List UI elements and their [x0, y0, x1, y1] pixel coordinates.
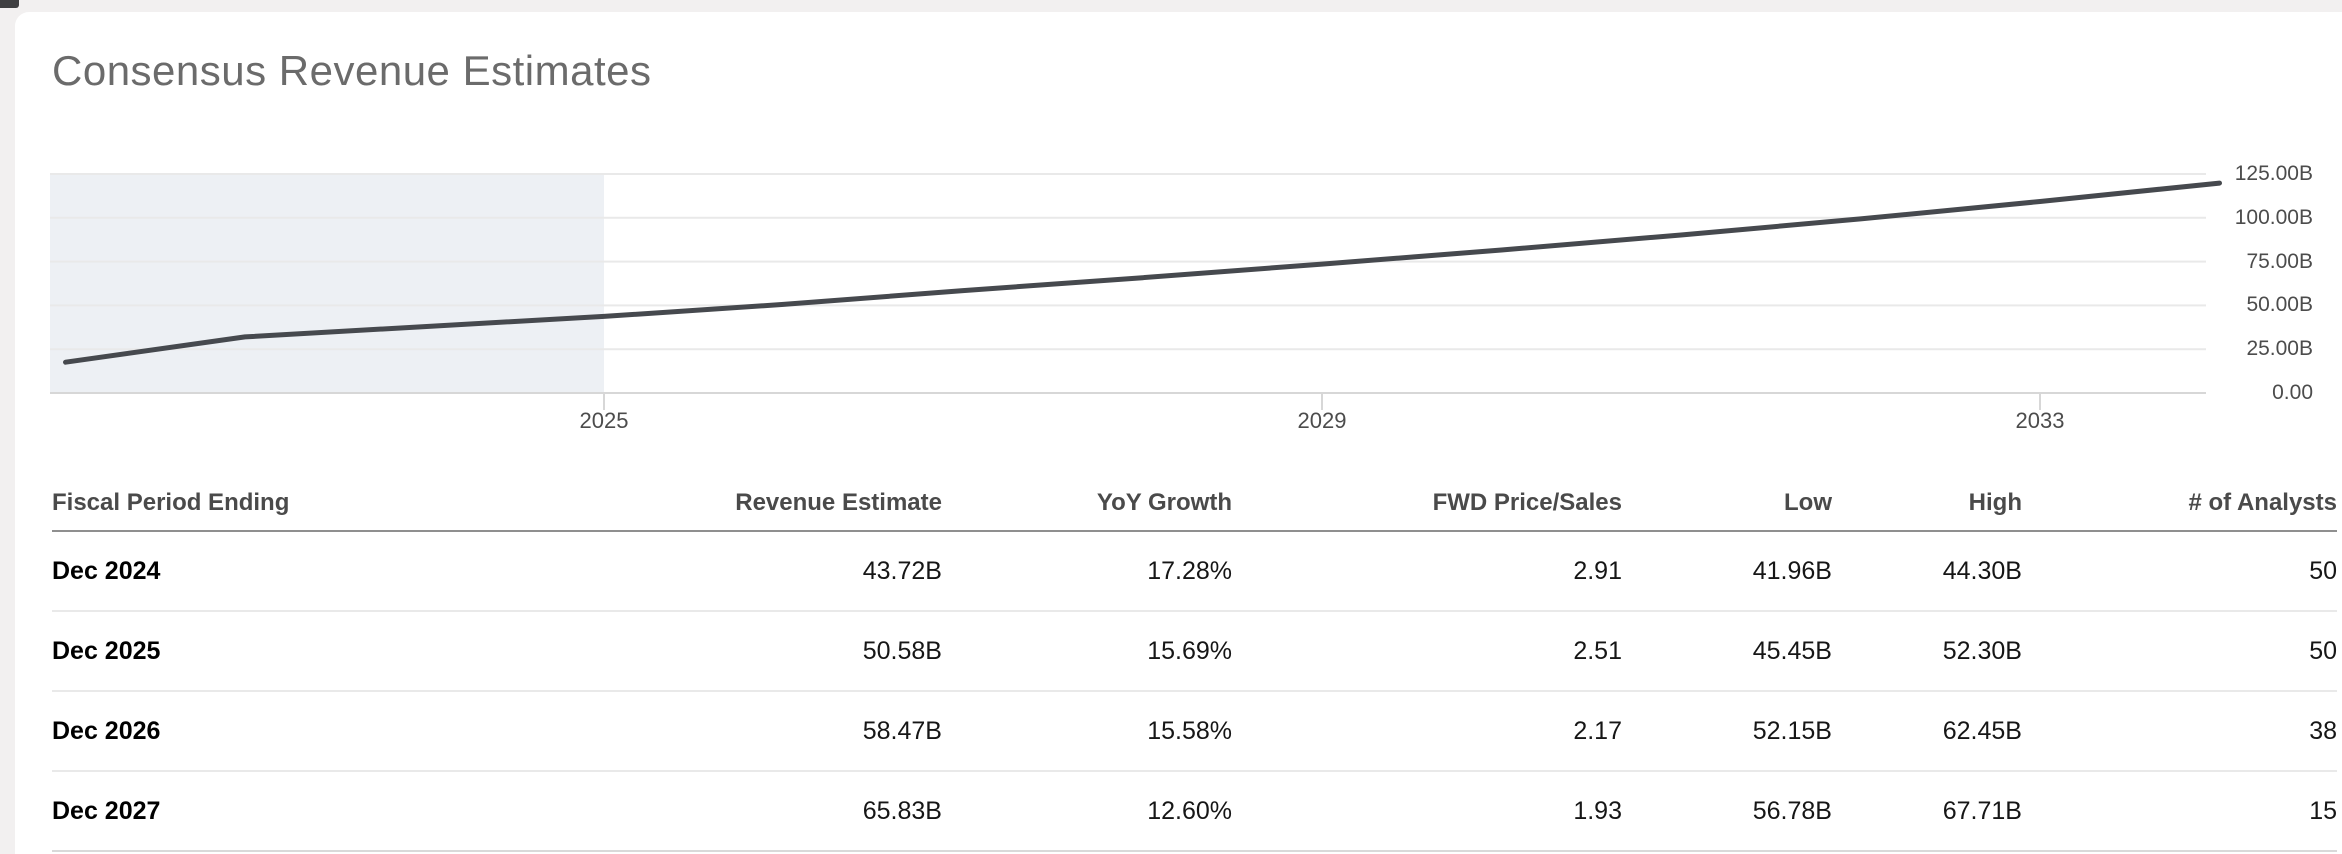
revenue-estimate-line	[63, 180, 2222, 365]
header-cell: Low	[1622, 476, 1832, 532]
cell-value: 17.28%	[942, 531, 1232, 612]
x-axis-tick-label: 2025	[579, 408, 629, 433]
cell-value: 56.78B	[1622, 771, 1832, 852]
x-axis-tick-label: 2029	[1297, 408, 1347, 433]
y-axis-labels: 125.00B 100.00B 75.00B 50.00B 25.00B 0.00	[2220, 155, 2313, 405]
cell-value: 58.47B	[692, 691, 942, 772]
cell-value: 15	[2022, 771, 2337, 852]
header-cell: High	[1832, 476, 2022, 532]
y-axis-tick-label: 100.00B	[2234, 205, 2313, 229]
y-axis-tick-label: 125.00B	[2234, 162, 2313, 185]
table-row: Dec 2027 65.83B 12.60% 1.93 56.78B 67.71B 15	[52, 771, 2337, 852]
cell-value: 43.72B	[692, 531, 942, 612]
cell-value: 12.60%	[942, 771, 1232, 852]
estimates-table-header: Fiscal Period Ending Revenue Estimate YoY …	[52, 476, 2337, 532]
header-cell: Revenue Estimate	[692, 476, 942, 532]
estimates-table-body: Dec 2024 43.72B 17.28% 2.91 41.96B 44.30B 50 De…	[52, 531, 2337, 852]
cell-value: 15.69%	[942, 611, 1232, 692]
cell-fiscal-period: Dec 2026	[52, 691, 692, 772]
dark-corner-fragment	[0, 0, 19, 8]
cell-value: 52.30B	[1832, 611, 2022, 692]
y-axis-tick-label: 75.00B	[2246, 249, 2313, 273]
header-cell: YoY Growth	[942, 476, 1232, 532]
table-row: Dec 2026 58.47B 15.58% 2.17 52.15B 62.45B 38	[52, 691, 2337, 772]
cell-value: 38	[2022, 691, 2337, 772]
section-title: Consensus Revenue Estimates	[52, 47, 652, 94]
cell-value: 41.96B	[1622, 531, 1832, 612]
cell-value: 50	[2022, 611, 2337, 692]
historical-shaded-region	[50, 174, 604, 393]
cell-value: 62.45B	[1832, 691, 2022, 772]
cell-value: 2.91	[1232, 531, 1622, 612]
x-axis-labels: 2025 2029 2033	[50, 407, 2206, 441]
cell-fiscal-period: Dec 2027	[52, 771, 692, 852]
y-axis-tick-label: 50.00B	[2246, 293, 2313, 317]
cell-fiscal-period: Dec 2024	[52, 531, 692, 612]
cell-value: 2.51	[1232, 611, 1622, 692]
estimates-table: Fiscal Period Ending Revenue Estimate YoY …	[52, 476, 2337, 852]
header-cell: FWD Price/Sales	[1232, 476, 1622, 532]
header-row: Fiscal Period Ending Revenue Estimate YoY …	[52, 476, 2337, 532]
cell-value: 65.83B	[692, 771, 942, 852]
revenue-estimates-chart: 125.00B 100.00B 75.00B 50.00B 25.00B 0.00 202…	[15, 12, 2342, 442]
y-axis-tick-label: 25.00B	[2246, 337, 2313, 361]
cell-value: 15.58%	[942, 691, 1232, 772]
cell-value: 50	[2022, 531, 2337, 612]
header-cell: Fiscal Period Ending	[52, 476, 692, 532]
cell-value: 2.17	[1232, 691, 1622, 772]
cell-value: 67.71B	[1832, 771, 2022, 852]
header-cell: # of Analysts	[2022, 476, 2337, 532]
cell-value: 1.93	[1232, 771, 1622, 852]
cell-value: 44.30B	[1832, 531, 2022, 612]
table-row: Dec 2025 50.58B 15.69% 2.51 45.45B 52.30B 50	[52, 611, 2337, 692]
consensus-revenue-card: Consensus Revenue Estimates 125.00B 100.0…	[15, 12, 2342, 854]
revenue-line-chart	[50, 173, 2222, 410]
cell-fiscal-period: Dec 2025	[52, 611, 692, 692]
x-axis-tick-label: 2033	[2015, 408, 2065, 433]
y-axis-tick-label: 0.00	[2272, 381, 2313, 404]
cell-value: 52.15B	[1622, 691, 1832, 772]
cell-value: 50.58B	[692, 611, 942, 692]
cell-value: 45.45B	[1622, 611, 1832, 692]
table-row: Dec 2024 43.72B 17.28% 2.91 41.96B 44.30B 50	[52, 531, 2337, 612]
